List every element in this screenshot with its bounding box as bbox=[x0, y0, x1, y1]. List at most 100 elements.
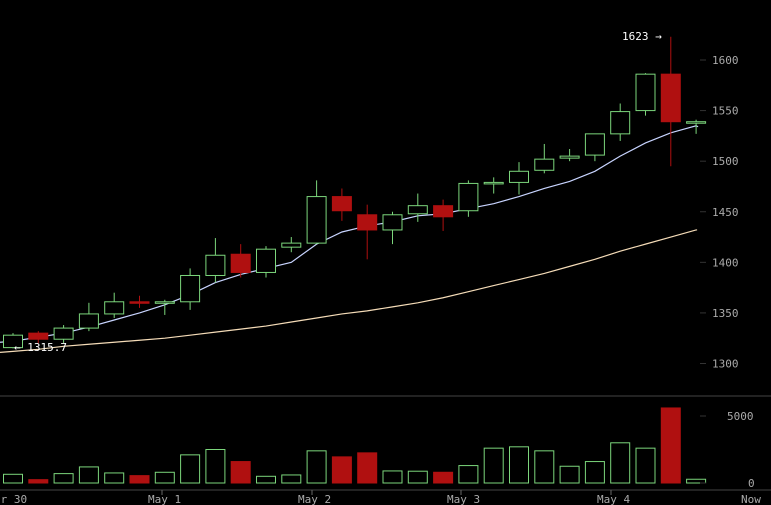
volume-bar[interactable] bbox=[534, 450, 555, 484]
volume-bar[interactable] bbox=[382, 470, 403, 484]
volume-bar[interactable] bbox=[78, 466, 99, 484]
volume-bar[interactable] bbox=[230, 461, 251, 484]
candle[interactable] bbox=[584, 133, 605, 162]
candle-body-down bbox=[660, 73, 681, 123]
volume-bar[interactable] bbox=[458, 465, 479, 484]
volume-bar[interactable] bbox=[635, 447, 656, 484]
volume-bar[interactable] bbox=[53, 473, 74, 484]
price-tick-label: 1300 bbox=[712, 358, 739, 371]
volume-bar[interactable] bbox=[205, 449, 226, 484]
volume-bar[interactable] bbox=[686, 478, 707, 484]
time-tick-label: pr 30 bbox=[0, 493, 27, 505]
price-tick-label: 1400 bbox=[712, 256, 739, 269]
candle-body-up bbox=[559, 155, 580, 159]
time-axis: pr 30 May 1 May 2 May 3 May 4 Now bbox=[0, 490, 761, 505]
volume-bar[interactable] bbox=[154, 471, 175, 484]
volume-bar[interactable] bbox=[281, 474, 302, 484]
moving-average-long-line bbox=[0, 229, 698, 353]
high-price-annotation: 1623 → bbox=[622, 30, 662, 43]
candle[interactable] bbox=[3, 333, 23, 349]
candle[interactable] bbox=[483, 177, 504, 194]
candle[interactable] bbox=[559, 149, 580, 162]
moving-average-short bbox=[0, 125, 699, 343]
volume-bar[interactable] bbox=[306, 450, 327, 484]
price-tick-label: 1450 bbox=[712, 206, 739, 219]
candle[interactable] bbox=[331, 188, 352, 221]
candle-body-up bbox=[104, 301, 125, 315]
candle[interactable] bbox=[458, 180, 479, 217]
volume-bar[interactable] bbox=[28, 479, 49, 484]
price-axis: 1300 1350 1400 1450 1500 1550 1600 bbox=[700, 54, 739, 371]
candle-body-up bbox=[205, 254, 226, 276]
candle[interactable] bbox=[306, 180, 327, 245]
candle[interactable] bbox=[53, 325, 74, 344]
candle[interactable] bbox=[534, 143, 555, 174]
volume-bar[interactable] bbox=[559, 465, 580, 484]
volume-bar[interactable] bbox=[256, 475, 276, 484]
candle[interactable] bbox=[256, 246, 276, 278]
candle-body-down bbox=[129, 301, 150, 304]
candle-body-up bbox=[407, 205, 428, 215]
candle-body-up bbox=[3, 334, 23, 349]
volume-tick-label: 5000 bbox=[727, 410, 754, 423]
price-tick-label: 1350 bbox=[712, 307, 739, 320]
volume-bar[interactable] bbox=[3, 473, 23, 484]
candle-body-up bbox=[686, 121, 707, 124]
low-price-annotation: ← 1315.7 bbox=[14, 341, 67, 354]
price-tick-label: 1600 bbox=[712, 54, 739, 67]
moving-average-long bbox=[0, 229, 698, 353]
volume-bar[interactable] bbox=[584, 461, 605, 484]
candle[interactable] bbox=[433, 199, 454, 231]
candle[interactable] bbox=[635, 73, 656, 116]
candle[interactable] bbox=[154, 299, 175, 315]
volume-series bbox=[3, 407, 707, 484]
volume-bar[interactable] bbox=[660, 407, 681, 484]
volume-bar[interactable] bbox=[433, 471, 454, 484]
volume-bar[interactable] bbox=[331, 456, 352, 484]
candle-body-up bbox=[53, 327, 74, 340]
volume-axis: 0 5000 bbox=[700, 410, 755, 490]
volume-bar[interactable] bbox=[180, 454, 201, 484]
candle[interactable] bbox=[382, 211, 403, 245]
candle[interactable] bbox=[78, 302, 99, 332]
candle[interactable] bbox=[660, 36, 681, 167]
time-tick-label: May 3 bbox=[447, 493, 480, 505]
volume-bar[interactable] bbox=[483, 447, 504, 484]
price-tick-label: 1500 bbox=[712, 155, 739, 168]
candle-body-down bbox=[357, 214, 378, 231]
candle-body-up bbox=[306, 196, 327, 244]
candle[interactable] bbox=[205, 238, 226, 283]
volume-bar[interactable] bbox=[104, 472, 125, 484]
candle[interactable] bbox=[509, 162, 529, 195]
volume-bar[interactable] bbox=[129, 475, 150, 484]
candle[interactable] bbox=[407, 193, 428, 222]
candle[interactable] bbox=[180, 268, 201, 310]
candle-body-up bbox=[78, 313, 99, 329]
candle-body-up bbox=[534, 158, 555, 171]
candle[interactable] bbox=[281, 237, 302, 253]
volume-bar[interactable] bbox=[407, 470, 428, 484]
candle-body-up bbox=[483, 181, 504, 185]
candle[interactable] bbox=[129, 295, 150, 308]
candle-body-up bbox=[635, 73, 656, 112]
volume-bar[interactable] bbox=[610, 442, 631, 484]
candle-body-up bbox=[584, 133, 605, 156]
volume-bar[interactable] bbox=[357, 452, 378, 484]
time-tick-label: May 4 bbox=[597, 493, 630, 505]
candle-body-up bbox=[281, 242, 302, 248]
candle-body-down bbox=[28, 332, 49, 340]
volume-bar[interactable] bbox=[509, 446, 529, 484]
candle[interactable] bbox=[104, 292, 125, 318]
candle[interactable] bbox=[610, 103, 631, 141]
candle-body-up bbox=[382, 214, 403, 231]
moving-average-short-line bbox=[0, 125, 699, 343]
candle[interactable] bbox=[686, 119, 707, 134]
candle-body-up bbox=[180, 274, 201, 303]
price-tick-label: 1550 bbox=[712, 105, 739, 118]
candle-body-down bbox=[433, 205, 454, 218]
candle[interactable] bbox=[230, 244, 251, 278]
volume-tick-label: 0 bbox=[748, 477, 755, 490]
candle[interactable] bbox=[357, 204, 378, 260]
candle[interactable] bbox=[28, 331, 49, 344]
